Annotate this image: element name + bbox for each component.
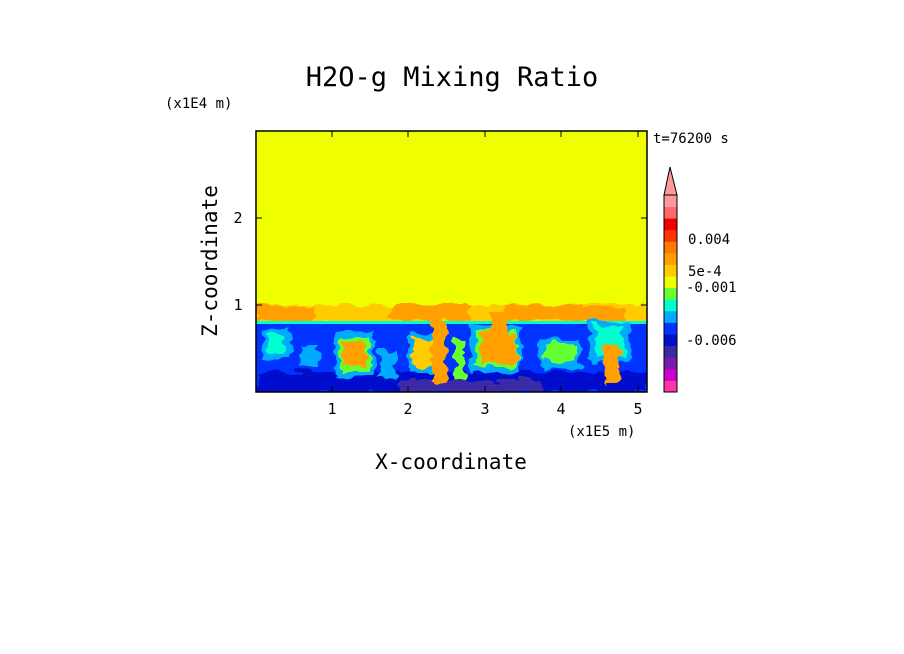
convective-plumes xyxy=(256,312,647,392)
colorbar-segment xyxy=(664,345,677,358)
colorbar-segment xyxy=(664,264,677,277)
y-tick-label: 1 xyxy=(233,296,242,314)
colorbar-segment xyxy=(664,252,677,265)
colorbar-segment xyxy=(664,299,677,312)
colorbar-segment xyxy=(664,368,677,381)
colorbar-segment xyxy=(664,241,677,254)
x-tick-label: 3 xyxy=(480,400,489,418)
colorbar-segment xyxy=(664,334,677,347)
colorbar-segment xyxy=(664,218,677,231)
y-tick-label: 2 xyxy=(233,209,242,227)
x-tick-label: 4 xyxy=(556,400,565,418)
plot-frame xyxy=(255,130,648,393)
colorbar-label: -0.006 xyxy=(686,333,737,349)
chart-title: H2O-g Mixing Ratio xyxy=(306,62,599,93)
colorbar-segment xyxy=(664,276,677,289)
colorbar-label: -0.001 xyxy=(686,280,737,296)
x-tick-label: 1 xyxy=(327,400,336,418)
x-scale-label: (x1E5 m) xyxy=(568,424,635,440)
time-label: t=76200 s xyxy=(653,131,729,147)
x-axis-label: X-coordinate xyxy=(375,450,527,474)
x-tick-label: 2 xyxy=(403,400,412,418)
y-scale-label: (x1E4 m) xyxy=(165,96,232,112)
interface-fringe xyxy=(256,303,647,324)
colorbar-extend-arrow xyxy=(663,166,678,196)
colorbar-segment xyxy=(664,310,677,323)
colorbar-segment xyxy=(664,287,677,300)
upper-layer xyxy=(256,131,647,331)
colorbar-segment xyxy=(664,357,677,370)
colorbar-label: 0.004 xyxy=(688,232,730,248)
x-tick-label: 5 xyxy=(633,400,642,418)
colorbar-label: 5e-4 xyxy=(688,264,722,280)
plot-area xyxy=(255,130,648,393)
colorbar xyxy=(664,195,677,393)
colorbar-segment xyxy=(664,229,677,242)
colorbar-segment xyxy=(664,206,677,219)
colorbar-frame xyxy=(663,194,678,393)
tick-marks xyxy=(256,131,647,392)
y-axis-label: Z-coordinate xyxy=(198,185,222,337)
colorbar-segment xyxy=(664,380,677,393)
colorbar-segment xyxy=(664,322,677,335)
colorbar-segment xyxy=(664,195,677,207)
